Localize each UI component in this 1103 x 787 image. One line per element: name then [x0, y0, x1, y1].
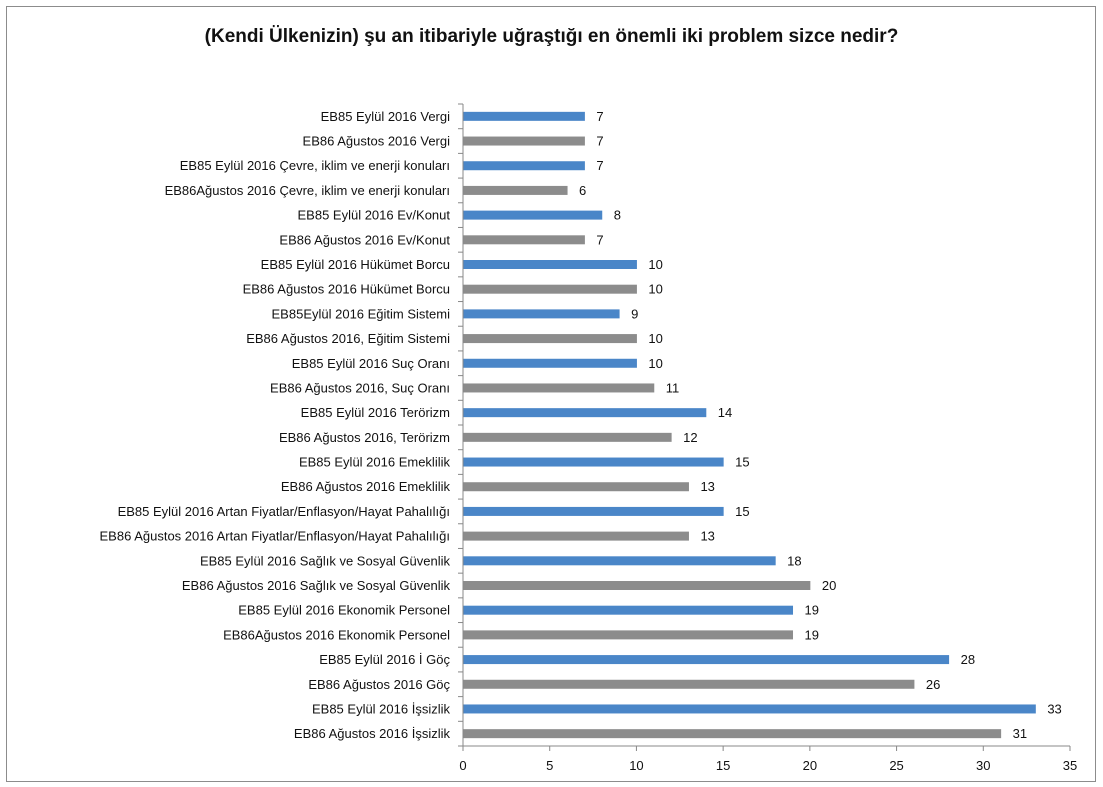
category-label: EB86 Ağustos 2016, Suç Oranı: [270, 380, 450, 395]
category-label: EB86 Ağustos 2016, Terörizm: [279, 430, 450, 445]
value-label: 10: [648, 257, 662, 272]
category-label: EB85 Eylül 2016 Ev/Konut: [298, 208, 451, 223]
category-label: EB85 Eylül 2016 Emeklilik: [299, 455, 451, 470]
category-label: EB85 Eylül 2016 Ekonomik Personel: [238, 603, 450, 618]
bar: [463, 111, 585, 121]
x-tick-label: 15: [716, 758, 730, 773]
value-label: 7: [596, 158, 603, 173]
category-label: EB86 Ağustos 2016 Hükümet Borcu: [243, 282, 450, 297]
bar: [463, 284, 637, 294]
x-tick-label: 35: [1063, 758, 1077, 773]
bar: [463, 556, 776, 566]
bar: [463, 581, 811, 590]
category-label: EB86 Ağustos 2016, Eğitim Sistemi: [246, 331, 450, 346]
value-label: 15: [735, 455, 749, 470]
value-label: 13: [700, 479, 714, 494]
value-label: 31: [1013, 726, 1027, 741]
x-tick-label: 5: [546, 758, 553, 773]
value-label: 12: [683, 430, 697, 445]
value-label: 26: [926, 677, 940, 692]
category-label: EB86 Ağustos 2016 İşsizlik: [294, 726, 451, 741]
category-label: EB85 Eylül 2016 İşsizlik: [312, 701, 451, 716]
category-label: EB86Ağustos 2016 Ekonomik Personel: [223, 627, 450, 642]
value-label: 7: [596, 232, 603, 247]
x-tick-label: 30: [976, 758, 990, 773]
chart-title: (Kendi Ülkenizin) şu an itibariyle uğraş…: [204, 26, 899, 47]
value-label: 7: [596, 134, 603, 149]
bar: [463, 358, 637, 368]
category-label: EB86 Ağustos 2016 Artan Fiyatlar/Enflasy…: [100, 529, 451, 544]
value-label: 18: [787, 553, 801, 568]
value-label: 19: [805, 603, 819, 618]
value-label: 6: [579, 183, 586, 198]
bar: [463, 210, 603, 220]
value-label: 13: [700, 529, 714, 544]
category-label: EB86 Ağustos 2016 Ev/Konut: [279, 232, 450, 247]
bar: [463, 482, 689, 492]
bar: [463, 679, 915, 689]
category-label: EB85 Eylül 2016 Sağlık ve Sosyal Güvenli…: [200, 553, 451, 568]
value-label: 28: [961, 652, 975, 667]
category-label: EB85 Eylül 2016 Terörizm: [301, 405, 450, 420]
value-label: 14: [718, 405, 732, 420]
bar: [463, 235, 585, 245]
value-label: 8: [614, 208, 621, 223]
bar: [463, 136, 585, 146]
category-label: EB85 Eylül 2016 İ Göç: [319, 652, 450, 667]
bar: [463, 704, 1036, 714]
bar: [463, 260, 637, 269]
category-label: EB85Eylül 2016 Eğitim Sistemi: [272, 306, 451, 321]
x-tick-label: 25: [889, 758, 903, 773]
value-label: 10: [648, 356, 662, 371]
bar: [463, 506, 724, 516]
x-tick-label: 10: [629, 758, 643, 773]
category-label: EB85 Eylül 2016 Vergi: [321, 109, 450, 124]
value-label: 15: [735, 504, 749, 519]
category-label: EB85 Eylül 2016 Suç Oranı: [292, 356, 450, 371]
x-tick-label: 20: [803, 758, 817, 773]
chart-frame: [6, 6, 1096, 782]
category-label: EB86 Ağustos 2016 Vergi: [303, 134, 451, 149]
value-label: 19: [805, 627, 819, 642]
category-label: EB86 Ağustos 2016 Emeklilik: [281, 479, 451, 494]
bar: [463, 432, 672, 442]
bar: [463, 383, 655, 393]
value-label: 7: [596, 109, 603, 124]
category-label: EB86 Ağustos 2016 Sağlık ve Sosyal Güven…: [182, 578, 451, 593]
category-label: EB86Ağustos 2016 Çevre, iklim ve enerji …: [165, 183, 450, 198]
bar: [463, 408, 707, 418]
bar: [463, 531, 689, 541]
bar: [463, 605, 794, 615]
bar: [463, 457, 724, 467]
value-label: 20: [822, 578, 836, 593]
bar: [463, 161, 585, 171]
value-label: 11: [666, 380, 680, 395]
bar: [463, 334, 637, 344]
x-tick-label: 0: [459, 758, 466, 773]
category-label: EB85 Eylül 2016 Artan Fiyatlar/Enflasyon…: [118, 504, 450, 519]
value-label: 9: [631, 306, 638, 321]
bar: [463, 630, 794, 640]
bar: [463, 729, 1002, 739]
category-label: EB86 Ağustos 2016 Göç: [308, 677, 450, 692]
category-label: EB85 Eylül 2016 Çevre, iklim ve enerji k…: [180, 158, 450, 173]
bar: [463, 309, 620, 319]
value-label: 10: [648, 282, 662, 297]
category-label: EB85 Eylül 2016 Hükümet Borcu: [261, 257, 450, 272]
bar: [463, 185, 568, 195]
value-label: 33: [1047, 701, 1061, 716]
value-label: 10: [648, 331, 662, 346]
bar: [463, 655, 950, 665]
